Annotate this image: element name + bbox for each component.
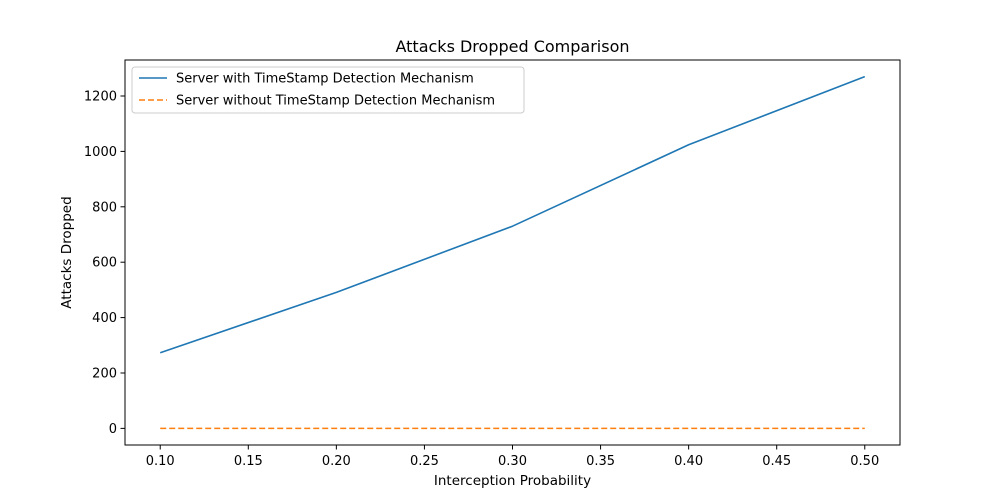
y-axis: 0 200 400 600 800 1000 1200: [84, 90, 125, 437]
x-axis-label: Interception Probability: [434, 473, 591, 489]
x-tick-label: 0.10: [146, 454, 175, 469]
series-line-1: [159, 75, 866, 354]
y-tick-label: 600: [92, 256, 117, 271]
y-axis-label: Attacks Dropped: [59, 196, 75, 308]
legend-label: Server without TimeStamp Detection Mecha…: [176, 94, 495, 109]
x-tick-label: 0.45: [762, 454, 791, 469]
x-tick-label: 0.40: [674, 454, 703, 469]
y-tick-label: 800: [92, 200, 117, 215]
legend-entry: Server with TimeStamp Detection Mechanis…: [139, 72, 474, 87]
y-tick-label: 1200: [84, 90, 117, 105]
x-axis: 0.10 0.15 0.20 0.25 0.30 0.35 0.40 0.45 0.50: [146, 445, 879, 469]
x-tick-label: 0.35: [586, 454, 615, 469]
x-tick-label: 0.25: [410, 454, 439, 469]
y-tick-label: 0: [109, 422, 117, 437]
legend-entry: Server without TimeStamp Detection Mecha…: [139, 94, 495, 109]
legend-label: Server with TimeStamp Detection Mechanis…: [176, 72, 474, 87]
y-tick-label: 1000: [84, 145, 117, 160]
x-tick-label: 0.30: [498, 454, 527, 469]
series-layer: [159, 75, 866, 430]
legend-box: [131, 66, 525, 114]
legend: Server with TimeStamp Detection Mechanis…: [131, 66, 525, 114]
x-tick-label: 0.20: [322, 454, 351, 469]
chart-title: Attacks Dropped Comparison: [395, 37, 629, 56]
y-tick-label: 400: [92, 311, 117, 326]
y-tick-label: 200: [92, 366, 117, 381]
x-tick-label: 0.15: [234, 454, 263, 469]
x-tick-label: 0.50: [850, 454, 879, 469]
